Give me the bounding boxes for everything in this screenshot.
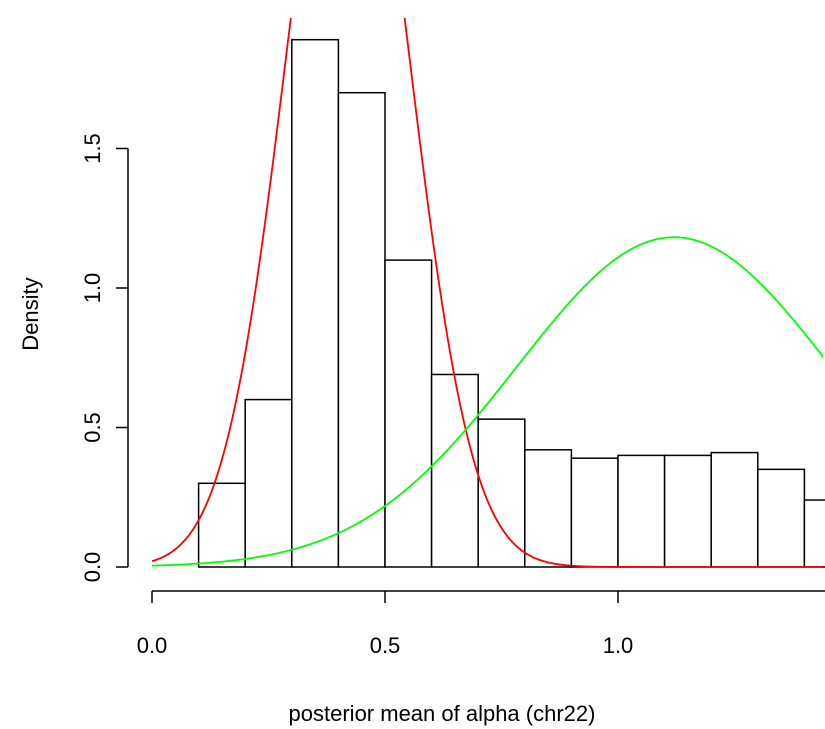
y-tick-label: 1.0 [80, 273, 105, 304]
histogram-bar [384, 259, 433, 568]
histogram-bar [197, 482, 246, 568]
y-axis-title: Density [18, 277, 43, 350]
x-axis: 0.00.51.01.52.02.5 [137, 590, 825, 658]
histogram-bar [803, 499, 825, 568]
density-curve-1 [151, 18, 823, 568]
y-tick-label: 1.5 [80, 133, 105, 164]
y-axis: 0.0 0.5 1.0 1.5 [80, 133, 129, 583]
x-tick-label: 0.0 [137, 633, 168, 658]
histogram-bar [291, 38, 340, 568]
histogram-bar [663, 454, 712, 568]
x-tick-label: 0.5 [370, 633, 401, 658]
histogram-bar [524, 449, 573, 568]
histogram-bar [617, 454, 666, 568]
x-tick-label: 1.0 [603, 633, 634, 658]
histogram-bar [244, 398, 293, 568]
y-tick-label: 0.5 [80, 412, 105, 443]
density-curve-2 [151, 236, 823, 567]
x-axis-title: posterior mean of alpha (chr22) [289, 701, 596, 726]
histogram-bar [570, 457, 619, 568]
density-curves [151, 18, 823, 568]
histogram-bar [477, 418, 526, 568]
histogram-bar [430, 373, 479, 568]
y-tick-label: 0.0 [80, 552, 105, 583]
histogram-bar [337, 91, 386, 568]
histogram-bar [757, 468, 806, 568]
histogram-bar [710, 451, 759, 568]
histogram-bars [197, 38, 825, 568]
